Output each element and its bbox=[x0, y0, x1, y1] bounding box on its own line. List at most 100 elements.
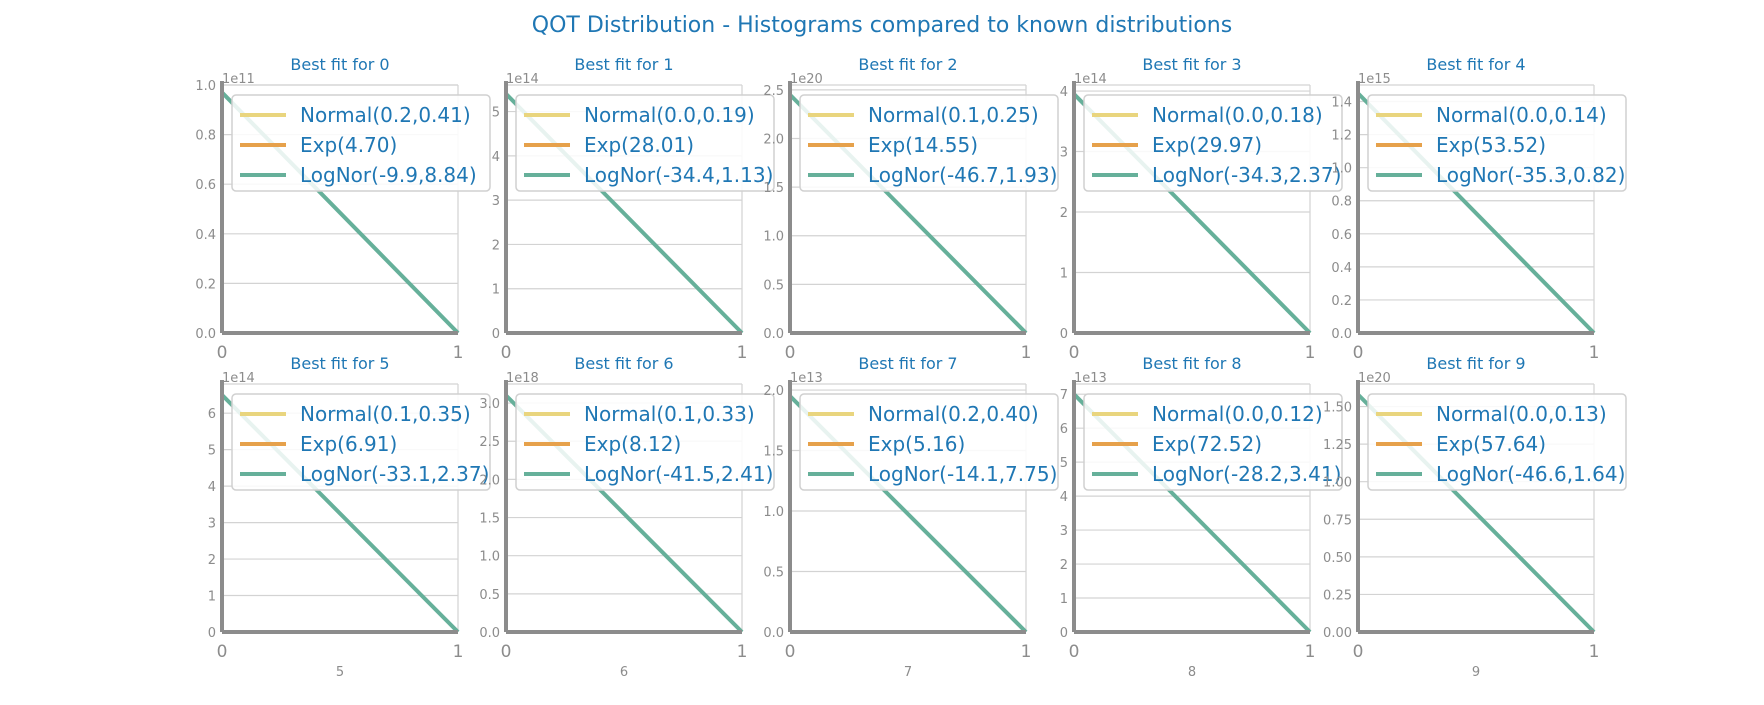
y-tick-label: 4 bbox=[1060, 85, 1068, 100]
legend-entry-label: Exp(72.52) bbox=[1152, 432, 1262, 456]
legend: Normal(0.2,0.41) Exp(4.70) LogNor(-9.9,8.8… bbox=[231, 94, 491, 192]
legend-entry-label: Normal(0.1,0.33) bbox=[584, 402, 755, 426]
legend: Normal(0.1,0.33) Exp(8.12) LogNor(-41.5,2.… bbox=[515, 393, 775, 491]
x-tick-label: 0 bbox=[217, 642, 228, 662]
y-tick-label: 2 bbox=[208, 553, 216, 568]
y-tick-label: 0.0 bbox=[479, 626, 500, 641]
legend-box bbox=[1367, 393, 1627, 491]
y-tick-label: 0.8 bbox=[195, 129, 216, 144]
x-tick-label: 0 bbox=[501, 343, 512, 363]
legend-box bbox=[799, 94, 1059, 192]
legend-entry-label: Normal(0.0,0.13) bbox=[1436, 402, 1607, 426]
subplot-6: Best fit for 6 0.0 0.5 1.0 1.5 2.0 2.5 3.0 1e18 0… bbox=[479, 354, 775, 680]
y-tick-label: 7 bbox=[1060, 388, 1068, 403]
legend-entry-label: LogNor(-28.2,3.41) bbox=[1152, 462, 1341, 486]
axis-scale-label: 1e14 bbox=[506, 72, 539, 87]
legend-box bbox=[515, 393, 775, 491]
legend-entry-label: Exp(29.97) bbox=[1152, 133, 1262, 157]
x-tick-label: 1 bbox=[1305, 642, 1316, 662]
y-tick-label: 3 bbox=[1060, 146, 1068, 161]
y-tick-label: 3 bbox=[492, 194, 500, 209]
y-tick-label: 2.5 bbox=[763, 84, 784, 99]
legend: Normal(0.0,0.13) Exp(57.64) LogNor(-46.6,1… bbox=[1367, 393, 1627, 491]
subplot-title: Best fit for 4 bbox=[1426, 55, 1525, 74]
y-tick-label: 0.2 bbox=[195, 277, 216, 292]
legend-entry-label: LogNor(-33.1,2.37) bbox=[300, 462, 489, 486]
legend: Normal(0.0,0.19) Exp(28.01) LogNor(-34.4,1… bbox=[515, 94, 775, 192]
y-tick-label: 0.5 bbox=[763, 278, 784, 293]
subplot-title: Best fit for 1 bbox=[574, 55, 673, 74]
x-tick-label: 1 bbox=[453, 343, 464, 363]
axis-scale-label: 1e14 bbox=[222, 371, 255, 386]
legend-box bbox=[231, 393, 491, 491]
axis-scale-label: 1e14 bbox=[1074, 72, 1107, 87]
y-tick-label: 0.5 bbox=[479, 588, 500, 603]
y-tick-label: 1.0 bbox=[763, 230, 784, 245]
legend-box bbox=[1083, 393, 1343, 491]
y-tick-label: 0 bbox=[1060, 626, 1068, 641]
legend: Normal(0.1,0.35) Exp(6.91) LogNor(-33.1,2.… bbox=[231, 393, 491, 491]
y-tick-label: 0.6 bbox=[195, 178, 216, 193]
y-tick-label: 1.4 bbox=[1331, 96, 1352, 111]
subplot-4: Best fit for 4 0.0 0.2 0.4 0.6 0.8 1.0 1.2 1.4 1e… bbox=[1331, 55, 1627, 363]
y-tick-label: 3 bbox=[1060, 524, 1068, 539]
axis-scale-label: 1e13 bbox=[790, 371, 823, 386]
x-tick-label: 1 bbox=[1589, 642, 1600, 662]
legend-entry-label: Normal(0.2,0.40) bbox=[868, 402, 1039, 426]
y-tick-label: 1.0 bbox=[1331, 162, 1352, 177]
legend-entry-label: Exp(8.12) bbox=[584, 432, 681, 456]
y-tick-label: 4 bbox=[1060, 490, 1068, 505]
y-tick-label: 6 bbox=[1060, 422, 1068, 437]
y-tick-label: 1.5 bbox=[763, 445, 784, 460]
x-tick-label: 0 bbox=[1069, 642, 1080, 662]
y-tick-label: 6 bbox=[208, 407, 216, 422]
subplot-title: Best fit for 6 bbox=[574, 354, 673, 373]
y-tick-label: 1.0 bbox=[195, 79, 216, 94]
y-tick-label: 0.4 bbox=[1331, 261, 1352, 276]
subplot-0: Best fit for 0 0.0 0.2 0.4 0.6 0.8 1.0 1e11 0 1 No… bbox=[195, 55, 491, 363]
legend-entry-label: Exp(57.64) bbox=[1436, 432, 1546, 456]
legend-entry-label: Normal(0.0,0.19) bbox=[584, 103, 755, 127]
x-tick-label: 0 bbox=[785, 642, 796, 662]
legend-entry-label: LogNor(-34.3,2.37) bbox=[1152, 163, 1341, 187]
legend-entry-label: Exp(53.52) bbox=[1436, 133, 1546, 157]
axis-scale-label: 1e13 bbox=[1074, 371, 1107, 386]
y-tick-label: 0.50 bbox=[1323, 551, 1352, 566]
y-tick-label: 0 bbox=[208, 626, 216, 641]
subplot-title: Best fit for 7 bbox=[858, 354, 957, 373]
x-tick-label: 0 bbox=[1353, 343, 1364, 363]
legend-entry-label: LogNor(-14.1,7.75) bbox=[868, 462, 1057, 486]
x-tick-label: 0 bbox=[501, 642, 512, 662]
y-tick-label: 2 bbox=[1060, 558, 1068, 573]
subplot-2: Best fit for 2 0.0 0.5 1.0 1.5 2.0 2.5 1e20 0 1 No… bbox=[763, 55, 1059, 363]
y-tick-label: 0.8 bbox=[1331, 195, 1352, 210]
legend-box bbox=[515, 94, 775, 192]
y-tick-label: 1.50 bbox=[1323, 401, 1352, 416]
y-tick-label: 0.4 bbox=[195, 228, 216, 243]
legend-entry-label: Normal(0.0,0.14) bbox=[1436, 103, 1607, 127]
x-tick-label: 0 bbox=[785, 343, 796, 363]
legend-entry-label: LogNor(-34.4,1.13) bbox=[584, 163, 773, 187]
y-tick-label: 0 bbox=[1060, 327, 1068, 342]
y-tick-label: 0.0 bbox=[195, 327, 216, 342]
legend-box bbox=[1083, 94, 1343, 192]
y-tick-label: 3.0 bbox=[479, 397, 500, 412]
legend-entry-label: LogNor(-9.9,8.84) bbox=[300, 163, 477, 187]
y-tick-label: 1.0 bbox=[763, 505, 784, 520]
x-axis-label: 6 bbox=[620, 665, 628, 680]
x-axis-label: 7 bbox=[904, 665, 912, 680]
y-tick-label: 0.0 bbox=[1331, 327, 1352, 342]
subplot-title: Best fit for 5 bbox=[290, 354, 389, 373]
y-tick-label: 0 bbox=[492, 327, 500, 342]
y-tick-label: 1 bbox=[1060, 592, 1068, 607]
subplot-8: Best fit for 8 0 1 2 3 4 5 6 7 1e13 0 1 8 Normal(0.0,… bbox=[1060, 354, 1343, 680]
y-tick-label: 1.00 bbox=[1323, 476, 1352, 491]
legend-box bbox=[799, 393, 1059, 491]
legend: Normal(0.0,0.18) Exp(29.97) LogNor(-34.3,2… bbox=[1083, 94, 1343, 192]
y-tick-label: 0.75 bbox=[1323, 513, 1352, 528]
x-tick-label: 0 bbox=[217, 343, 228, 363]
y-tick-label: 0.5 bbox=[763, 566, 784, 581]
y-tick-label: 1.0 bbox=[479, 550, 500, 565]
legend: Normal(0.1,0.25) Exp(14.55) LogNor(-46.7,1… bbox=[799, 94, 1059, 192]
